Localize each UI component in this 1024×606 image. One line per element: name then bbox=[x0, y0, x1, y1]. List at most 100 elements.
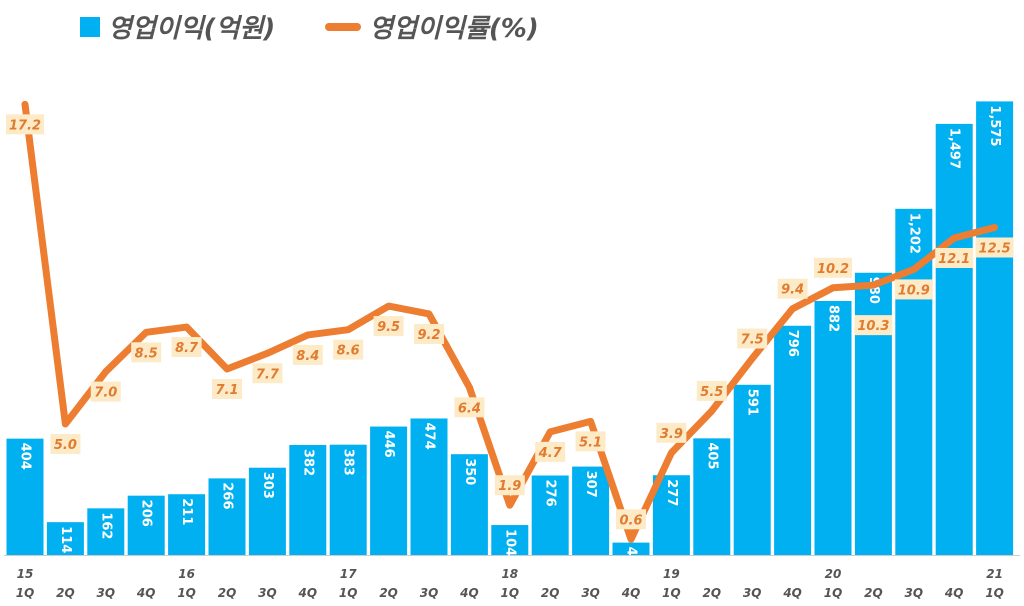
quarter-tick-label: 3Q bbox=[258, 586, 277, 600]
bar bbox=[612, 542, 650, 555]
year-tick-label: 17 bbox=[340, 567, 357, 581]
bar bbox=[935, 123, 973, 555]
margin-label: 3.9 bbox=[660, 427, 683, 442]
bar bbox=[370, 426, 408, 555]
margin-label: 0.6 bbox=[619, 513, 642, 528]
bar-label: 350 bbox=[462, 458, 477, 485]
year-tick-label: 15 bbox=[17, 567, 34, 581]
quarter-tick-label: 3Q bbox=[743, 586, 762, 600]
margin-label-bg bbox=[6, 114, 44, 135]
margin-label-bg bbox=[252, 363, 283, 384]
bar-label: 303 bbox=[260, 472, 275, 499]
quarter-tick-label: 2Q bbox=[56, 586, 75, 600]
margin-label-bg bbox=[131, 342, 162, 363]
bar-label: 307 bbox=[583, 471, 598, 498]
margin-label-bg bbox=[616, 509, 646, 530]
bar-label: 162 bbox=[98, 512, 113, 539]
bar bbox=[572, 466, 610, 555]
year-tick-label: 19 bbox=[663, 567, 680, 581]
year-tick-label: 16 bbox=[178, 567, 195, 581]
quarter-tick-label: 1Q bbox=[501, 586, 520, 600]
bar-label: 404 bbox=[18, 443, 33, 470]
quarter-tick-label: 2Q bbox=[703, 586, 722, 600]
bar bbox=[491, 525, 529, 555]
quarter-tick-label: 2Q bbox=[218, 586, 237, 600]
margin-label: 6.4 bbox=[458, 401, 481, 416]
quarter-tick-label: 3Q bbox=[581, 586, 600, 600]
bar-label: 796 bbox=[785, 330, 800, 357]
bar-label: 206 bbox=[139, 500, 154, 527]
quarter-tick-label: 3Q bbox=[905, 586, 924, 600]
margin-label: 17.2 bbox=[9, 118, 41, 133]
margin-label: 8.7 bbox=[175, 341, 199, 356]
bar bbox=[46, 522, 84, 555]
bar bbox=[329, 444, 367, 555]
margin-label-bg bbox=[975, 237, 1014, 258]
bar-label: 1,202 bbox=[906, 213, 921, 254]
quarter-tick-label: 4Q bbox=[944, 586, 964, 600]
bar-label: 591 bbox=[745, 389, 760, 416]
bar bbox=[733, 384, 771, 555]
margin-label-bg bbox=[292, 344, 323, 365]
margin-label: 8.6 bbox=[337, 344, 360, 359]
quarter-tick-label: 4Q bbox=[136, 586, 156, 600]
margin-label: 7.5 bbox=[741, 333, 764, 348]
margin-label-bg bbox=[454, 397, 485, 418]
legend-swatch-line bbox=[325, 22, 362, 31]
bar bbox=[87, 508, 125, 555]
margin-line bbox=[21, 100, 999, 543]
quarter-tick-label: 1Q bbox=[16, 586, 35, 600]
bar-label: 43 bbox=[624, 547, 639, 565]
bar-label: 104 bbox=[502, 529, 517, 556]
bar bbox=[774, 325, 812, 555]
bar-label: 474 bbox=[422, 422, 437, 449]
bar-label: 882 bbox=[826, 305, 841, 332]
bar bbox=[814, 300, 852, 555]
bar-label: 382 bbox=[300, 449, 315, 476]
legend-swatch-bar bbox=[80, 16, 100, 37]
margin-label: 8.5 bbox=[135, 346, 158, 361]
bar bbox=[410, 418, 448, 555]
bar bbox=[531, 475, 569, 555]
margin-label: 1.9 bbox=[498, 479, 521, 494]
bar-label: 446 bbox=[381, 431, 396, 458]
bar bbox=[976, 101, 1014, 556]
legend: 영업이익(억원) 영업이익률(%) bbox=[80, 8, 539, 45]
margin-label-bg bbox=[373, 316, 404, 337]
quarter-tick-label: 1Q bbox=[339, 586, 358, 600]
bar-label: 276 bbox=[543, 480, 558, 507]
bar-label: 383 bbox=[341, 449, 356, 476]
bar-label: 405 bbox=[704, 442, 719, 469]
quarter-tick-label: 3Q bbox=[97, 586, 116, 600]
bar bbox=[652, 475, 690, 555]
margin-label-bg bbox=[696, 380, 727, 401]
margin-label: 7.0 bbox=[94, 386, 117, 401]
quarter-tick-label: 3Q bbox=[420, 586, 439, 600]
bar-label: 1,575 bbox=[987, 105, 1002, 146]
margin-label-bg bbox=[777, 278, 808, 299]
margin-label-bg bbox=[935, 247, 974, 268]
margin-label: 10.9 bbox=[898, 283, 930, 298]
margin-label-bg bbox=[494, 475, 525, 496]
margin-label-bg bbox=[854, 315, 893, 336]
margin-label: 5.1 bbox=[579, 435, 602, 450]
bar bbox=[127, 495, 165, 555]
year-tick-label: 20 bbox=[825, 567, 842, 581]
quarter-tick-label: 2Q bbox=[864, 586, 883, 600]
margin-label: 5.5 bbox=[700, 385, 723, 400]
margin-label: 7.1 bbox=[215, 383, 238, 398]
bar bbox=[854, 272, 892, 555]
margin-label-bg bbox=[535, 441, 566, 462]
margin-label-bg bbox=[90, 381, 121, 402]
margin-label: 12.1 bbox=[938, 252, 970, 267]
margin-label: 10.3 bbox=[857, 319, 889, 334]
bar bbox=[248, 467, 286, 555]
margin-label-bg bbox=[656, 422, 687, 443]
margin-label-bg bbox=[737, 328, 768, 349]
margin-label: 9.4 bbox=[781, 283, 804, 298]
quarter-tick-label: 1Q bbox=[824, 586, 843, 600]
legend-label-bar: 영업이익(억원) bbox=[108, 14, 276, 44]
bar bbox=[289, 444, 327, 555]
margin-label-bg bbox=[171, 337, 202, 358]
